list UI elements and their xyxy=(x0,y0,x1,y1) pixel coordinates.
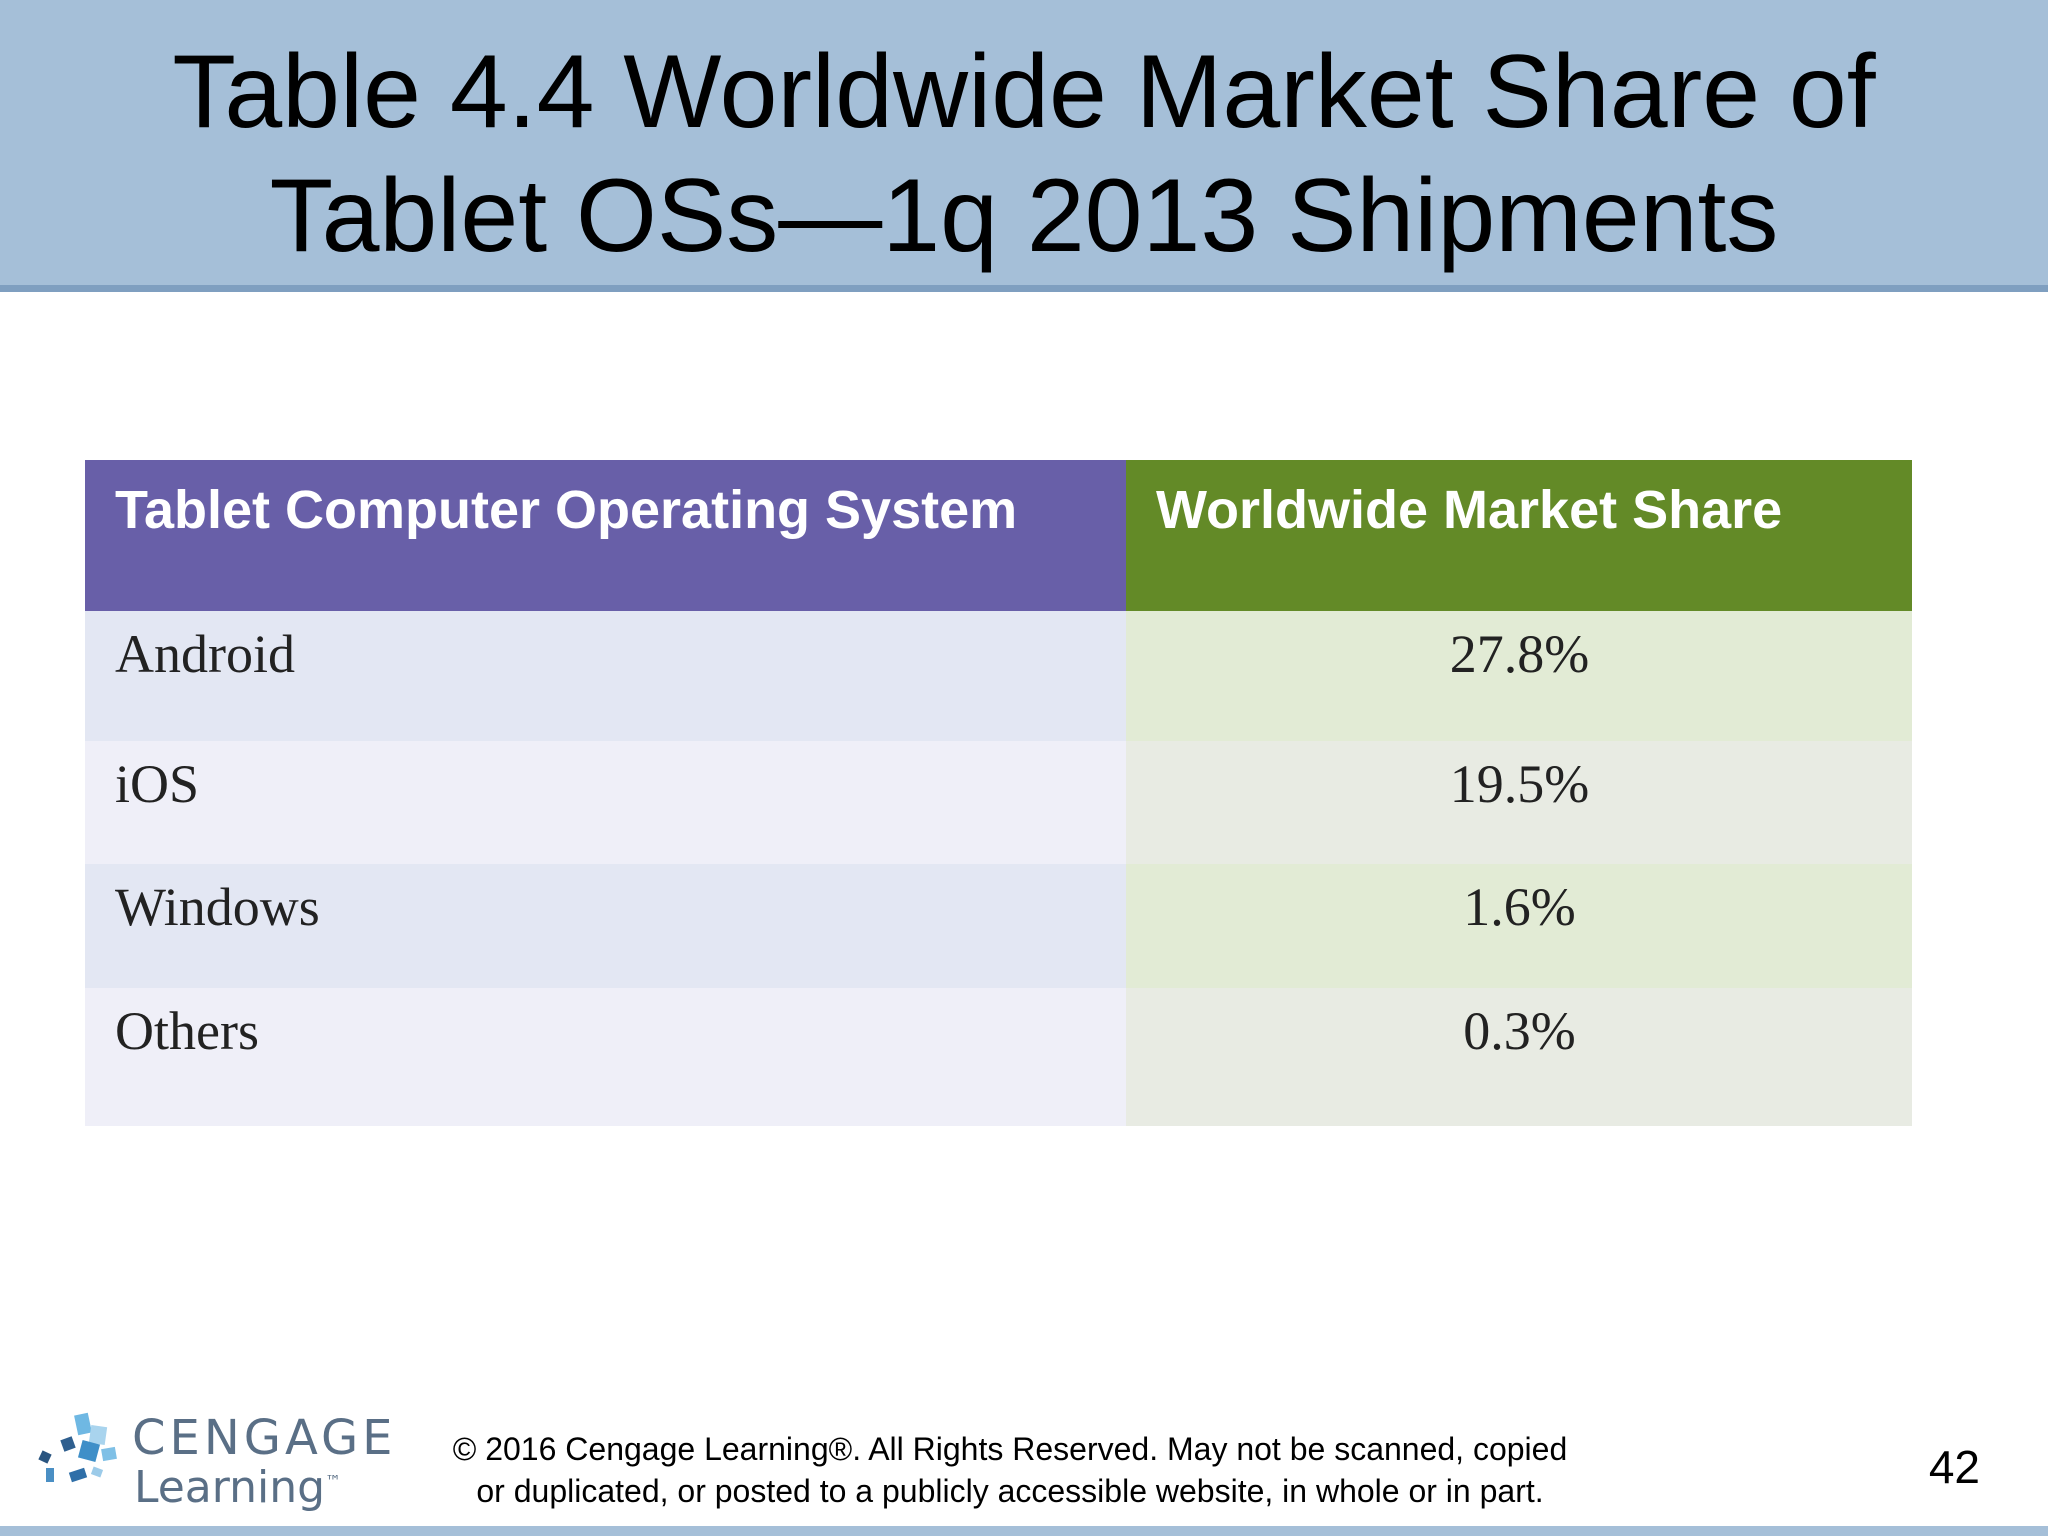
logo-text-cengage: CENGAGE xyxy=(132,1410,397,1466)
os-name: Windows xyxy=(85,864,1126,988)
title-band: Table 4.4 Worldwide Market Share of Tabl… xyxy=(0,0,2048,292)
slide-title-line1: Table 4.4 Worldwide Market Share of xyxy=(172,34,1876,150)
cengage-mark-icon xyxy=(38,1412,117,1483)
logo-text-learning: Learning™ xyxy=(134,1462,342,1513)
table-row: Windows 1.6% xyxy=(85,864,1912,988)
market-share-value: 1.6% xyxy=(1126,864,1912,988)
market-share-value: 27.8% xyxy=(1126,611,1912,741)
copyright-notice: © 2016 Cengage Learning®. All Rights Res… xyxy=(380,1428,1640,1512)
copyright-line2: or duplicated, or posted to a publicly a… xyxy=(476,1473,1544,1509)
header-share: Worldwide Market Share xyxy=(1126,460,1912,611)
os-name: iOS xyxy=(85,741,1126,864)
table-header-row: Tablet Computer Operating System Worldwi… xyxy=(85,460,1912,611)
slide-title: Table 4.4 Worldwide Market Share of Tabl… xyxy=(0,30,2048,278)
copyright-line1: © 2016 Cengage Learning®. All Rights Res… xyxy=(452,1431,1568,1467)
table-row: Android 27.8% xyxy=(85,611,1912,741)
table-row: Others 0.3% xyxy=(85,988,1912,1126)
cengage-logo: CENGAGE Learning™ xyxy=(32,1408,392,1518)
page-number: 42 xyxy=(1928,1441,1980,1493)
os-name: Others xyxy=(85,988,1126,1126)
market-share-table: Tablet Computer Operating System Worldwi… xyxy=(85,460,1912,1126)
trademark-mark: ™ xyxy=(325,1471,342,1491)
bottom-divider xyxy=(0,1526,2048,1536)
header-os: Tablet Computer Operating System xyxy=(85,460,1126,611)
market-share-value: 19.5% xyxy=(1126,741,1912,864)
market-share-value: 0.3% xyxy=(1126,988,1912,1126)
os-name: Android xyxy=(85,611,1126,741)
slide-title-line2: Tablet OSs—1q 2013 Shipments xyxy=(269,158,1779,274)
table-row: iOS 19.5% xyxy=(85,741,1912,864)
